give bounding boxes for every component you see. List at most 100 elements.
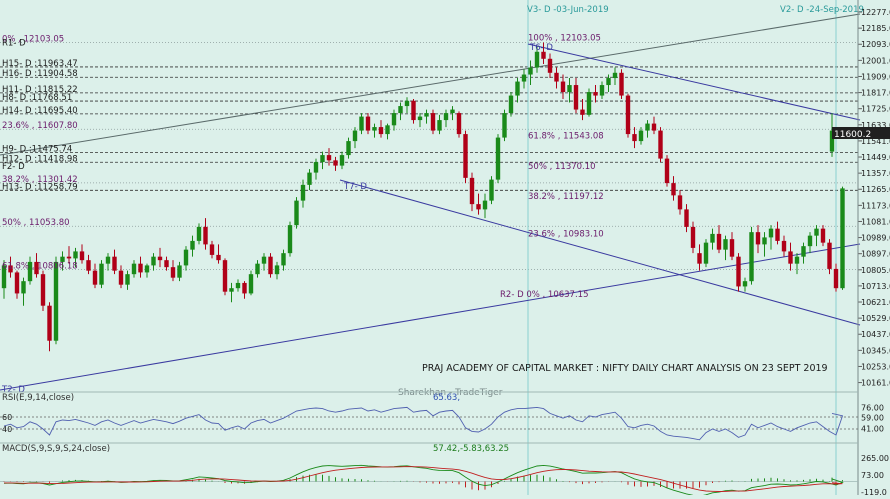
candle-body xyxy=(248,274,254,294)
candle-body xyxy=(92,270,98,285)
fib-label: 100% , 12103.05 xyxy=(528,33,601,43)
rsi-tick-label: 59.00 xyxy=(861,414,884,423)
macd-tick-label: 265.00 xyxy=(861,454,889,463)
candle-body xyxy=(365,116,371,131)
price-tick-label: 11909.00 xyxy=(861,72,890,81)
candle-body xyxy=(391,113,397,126)
candle-body xyxy=(820,228,826,243)
candle-body xyxy=(144,265,150,273)
candle-body xyxy=(346,141,351,156)
candle-body xyxy=(840,188,845,289)
candle-body xyxy=(586,92,592,115)
candle-body xyxy=(112,256,117,271)
candle-body xyxy=(645,123,650,131)
price-tick-label: 11449.00 xyxy=(861,153,890,162)
candle-body xyxy=(404,100,410,107)
candle-body xyxy=(690,226,696,248)
candle-body xyxy=(508,95,514,114)
level-label: H14- D :11695.40 xyxy=(2,106,78,116)
candle-body xyxy=(27,261,33,282)
candle-body xyxy=(716,233,722,250)
candle-body xyxy=(762,237,767,245)
candle-body xyxy=(781,240,787,252)
candle-body xyxy=(164,260,169,268)
level-label: R1- D xyxy=(2,39,26,49)
rsi-line xyxy=(3,406,844,441)
candle-body xyxy=(742,281,748,287)
candle-body xyxy=(482,200,488,210)
price-tick-label: 10621.00 xyxy=(861,298,890,307)
candle-body xyxy=(339,155,345,166)
candle-body xyxy=(619,72,624,96)
candles xyxy=(1,42,845,352)
candle-body xyxy=(515,81,520,96)
price-tick-label: 11081.00 xyxy=(861,217,890,226)
rsi-level-label: 60 xyxy=(2,413,12,422)
candle-body xyxy=(300,184,306,201)
fib-label: 50% , 11370.10 xyxy=(528,162,596,172)
candle-body xyxy=(86,260,91,271)
macd-label: MACD(S,9,S,9,S,24,close) xyxy=(2,444,110,454)
current-price-box xyxy=(832,127,890,139)
candle-body xyxy=(352,130,358,142)
candle-body xyxy=(294,200,299,226)
candle-body xyxy=(99,263,104,285)
candle-body xyxy=(807,235,813,247)
price-tick-label: 10529.00 xyxy=(861,314,890,323)
candle-body xyxy=(313,162,319,173)
macd-tick-label: -119.0 xyxy=(861,488,887,495)
candle-body xyxy=(723,239,728,250)
price-tick-label: 12001.00 xyxy=(861,56,890,65)
price-axis: 12277.00 12185.00 12093.00 12001.00 11909.00… xyxy=(857,0,890,495)
level-label: 38.2% , 11301.42 xyxy=(2,175,78,185)
level-label: H9- D :11475.74 xyxy=(2,144,72,154)
candle-body xyxy=(495,137,501,180)
trend-line-t7-down xyxy=(339,179,861,326)
level-label: 50% , 11053.80 xyxy=(2,218,70,228)
candle-body xyxy=(281,253,286,266)
level-label: H11- D :11815.22 xyxy=(2,85,78,95)
candle-body xyxy=(326,155,332,161)
candle-body xyxy=(489,179,494,201)
candle-body xyxy=(255,263,260,275)
candle-body xyxy=(554,72,559,82)
candle-body xyxy=(599,85,605,96)
price-tick-label: 10713.00 xyxy=(861,282,890,291)
candle-body xyxy=(216,254,221,261)
candle-body xyxy=(261,256,267,264)
price-tick-label: 12277.00 xyxy=(861,8,890,17)
level-label: 23.6% , 11607.80 xyxy=(2,121,78,131)
rsi-label: RSI(E,9,14,close) xyxy=(2,393,74,403)
candle-body xyxy=(190,240,195,250)
price-tick-label: 11725.00 xyxy=(861,105,890,114)
rsi-value: 65.63, xyxy=(433,393,460,403)
candle-body xyxy=(534,51,540,68)
chart-title: PRAJ ACADEMY OF CAPITAL MARKET : NIFTY D… xyxy=(422,363,828,374)
candle-body xyxy=(47,305,52,341)
candle-body xyxy=(749,232,754,282)
macd-signal-line xyxy=(4,466,843,492)
vertical-marker-label: V3- D -03-Jun-2019 xyxy=(527,5,609,15)
candle-body xyxy=(658,130,663,159)
candle-body xyxy=(385,125,390,135)
level-label: H16- D :11904.58 xyxy=(2,69,78,79)
level-label: F2- D xyxy=(2,162,25,172)
price-tick-label: 10253.00 xyxy=(861,362,890,371)
candle-body xyxy=(829,130,835,152)
level-label: H15- D :11963.47 xyxy=(2,59,78,69)
candle-body xyxy=(664,158,670,184)
rsi-level-label: 40 xyxy=(2,425,12,434)
price-tick-label: 10345.00 xyxy=(861,346,890,355)
candle-body xyxy=(411,100,416,121)
price-tick-label: 10805.00 xyxy=(861,266,890,275)
fib-label: 61.8% , 11543.08 xyxy=(528,132,604,142)
rsi-tick-label: 76.00 xyxy=(861,403,884,412)
candle-body xyxy=(684,209,689,227)
fib-label: R2- D 0% , 10637.15 xyxy=(500,290,588,300)
candle-body xyxy=(612,72,618,79)
candle-body xyxy=(456,113,462,135)
